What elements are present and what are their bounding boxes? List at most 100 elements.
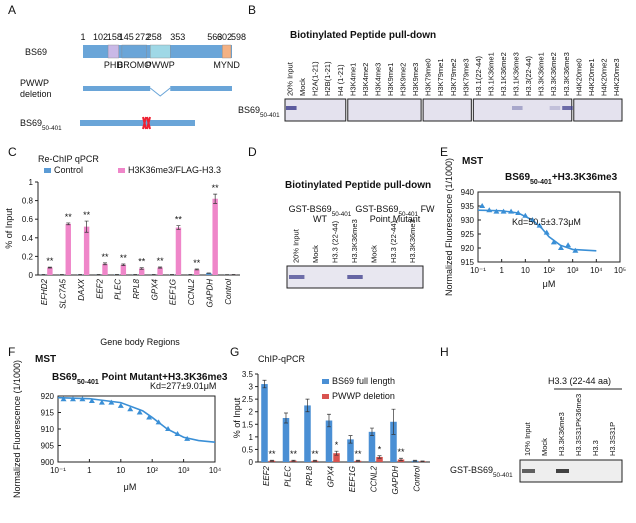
x-tick-label: 10⁻¹	[470, 266, 486, 275]
chart-title: MST	[462, 156, 483, 167]
data-point	[515, 210, 522, 215]
lane-label: H2B(1-21)	[323, 61, 332, 96]
y-tick-label: 910	[41, 425, 55, 434]
legend-label: BS69 full length	[332, 376, 395, 386]
domain-label: PWWP	[146, 60, 175, 70]
x-tick-label: DAXX	[77, 278, 86, 300]
fit-curve	[477, 209, 597, 252]
error-bar	[121, 263, 126, 266]
x-tick-label: 10⁴	[209, 466, 222, 475]
data-point	[136, 409, 143, 415]
panel-letter: A	[8, 3, 16, 17]
lane-label: H3K4me2	[361, 63, 370, 96]
bar	[102, 263, 108, 275]
error-bar	[47, 266, 52, 269]
construct-bar	[80, 120, 195, 126]
x-tick-label: 1	[499, 266, 504, 275]
x-tick-label: EEF2	[262, 465, 271, 486]
y-tick-label: 920	[461, 244, 475, 253]
group-label: H3.3 (22-44 aa)	[548, 376, 611, 386]
y-tick-label: 900	[41, 458, 55, 467]
x-tick-label: GPX4	[150, 278, 159, 300]
legend-swatch	[118, 168, 125, 173]
construct-name-part: 50-401	[42, 125, 62, 132]
mutation-mark	[142, 116, 147, 130]
lane-label: H3K79me3	[461, 58, 470, 96]
error-bar	[139, 267, 144, 270]
data-point	[550, 239, 557, 245]
error-bar	[102, 262, 107, 266]
construct-name-part: BS69	[20, 118, 42, 128]
data-point	[165, 426, 172, 431]
legend-swatch	[322, 394, 329, 399]
significance: **	[46, 256, 54, 266]
residue-number: 272	[135, 32, 150, 42]
lane-label: H4K20me0	[574, 58, 583, 96]
group-label: WT	[313, 214, 327, 224]
residue-number: 1	[80, 32, 85, 42]
lane-label: H3.3K36me3	[562, 52, 571, 96]
y-tick-label: 925	[461, 230, 475, 239]
domain	[149, 44, 171, 59]
gel-band	[556, 469, 569, 473]
panel-letter: C	[8, 145, 17, 159]
significance: **	[101, 252, 109, 262]
bar	[282, 418, 290, 462]
bar	[83, 226, 90, 275]
deletion-bar	[83, 86, 151, 91]
legend-swatch	[322, 379, 329, 384]
data-point	[493, 208, 500, 214]
lane-label: H3.1K36me3	[512, 52, 521, 96]
y-tick-label: 930	[461, 216, 475, 225]
x-tick-label: GPX4	[326, 465, 335, 487]
error-bar	[326, 413, 331, 428]
gel-band	[286, 106, 297, 110]
bar	[212, 198, 218, 275]
data-point	[572, 247, 579, 253]
row-label: BS6950-401	[238, 105, 280, 119]
lane-label: Mock	[369, 245, 378, 263]
gel-title: Biotinylated Peptide pull-down	[290, 30, 436, 41]
deletion-bar	[170, 86, 232, 91]
chart-subtitle-part: Point Mutant+H3.3K36me3	[99, 372, 228, 383]
lane-label: H3.3 (22-44)	[331, 220, 340, 263]
significance: **	[138, 257, 146, 267]
lane-label: H4K20me2	[599, 58, 608, 96]
data-point	[500, 208, 507, 214]
data-point	[565, 242, 572, 248]
y-axis-label: Normalized Fluorescence (1/1000)	[12, 360, 22, 498]
y-tick-label: 0.8	[22, 197, 34, 206]
x-tick-label: 10⁴	[590, 266, 603, 275]
y-tick-label: 0.5	[242, 445, 254, 454]
plot-frame	[57, 395, 216, 463]
error-bar	[369, 427, 374, 436]
lane-label: H4K20me3	[612, 58, 621, 96]
x-tick-label: CCNL2	[369, 465, 378, 492]
group-label: Point Mutant	[370, 214, 421, 224]
panel-letter: G	[230, 345, 239, 359]
panel-letter: B	[248, 3, 256, 17]
deletion-label: PWWP	[20, 78, 49, 88]
error-bar	[283, 412, 288, 424]
y-tick-label: 0	[249, 458, 254, 467]
significance: *	[335, 440, 339, 450]
protein-name: BS69	[25, 47, 47, 57]
mutation-mark	[146, 116, 151, 130]
chart-subtitle-part: BS69	[52, 372, 77, 383]
group-label-part: 50-401	[398, 211, 418, 218]
kd-annotation: Kd=50.5±3.73μM	[512, 217, 581, 227]
chart-title: Re-ChIP qPCR	[38, 154, 99, 164]
x-tick-label: 10⁵	[614, 266, 626, 275]
lane-label: H2A(1-21)	[311, 61, 320, 96]
bar	[194, 269, 200, 275]
bar	[347, 439, 354, 462]
y-axis-label: Normalized Fluorescence (1/1000)	[444, 158, 454, 296]
data-point	[557, 245, 564, 250]
error-bar	[334, 450, 339, 456]
data-point	[479, 203, 486, 208]
bar	[261, 384, 268, 462]
gel-band	[562, 106, 573, 110]
domain-label: BROMO	[117, 60, 151, 70]
fit-curve	[57, 396, 216, 443]
chart-title: MST	[35, 354, 56, 365]
